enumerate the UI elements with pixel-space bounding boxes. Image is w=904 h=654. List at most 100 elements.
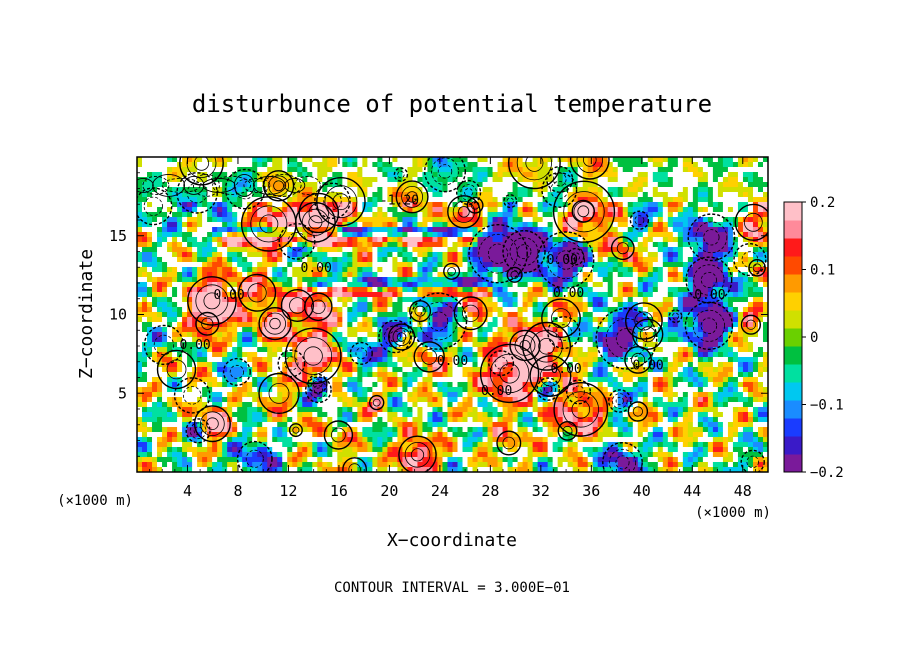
heatmap-cell <box>242 212 248 218</box>
heatmap-cell <box>757 252 764 258</box>
heatmap-cell <box>757 212 764 218</box>
heatmap-cell <box>217 267 223 273</box>
heatmap-cell <box>412 332 418 338</box>
heatmap-cell <box>462 162 468 168</box>
heatmap-cell <box>302 287 308 293</box>
heatmap-cell <box>297 167 303 173</box>
heatmap-cell <box>397 272 403 278</box>
heatmap-cell <box>512 347 519 353</box>
heatmap-cell <box>722 342 729 348</box>
heatmap-cell <box>357 297 363 303</box>
heatmap-cell <box>307 202 313 208</box>
heatmap-cell <box>357 207 363 213</box>
heatmap-cell <box>742 272 749 278</box>
heatmap-cell <box>552 187 559 193</box>
heatmap-cell <box>247 247 253 253</box>
heatmap-cell <box>137 292 143 298</box>
heatmap-cell <box>182 257 188 263</box>
heatmap-cell <box>262 352 268 358</box>
heatmap-cell <box>227 232 233 238</box>
heatmap-cell <box>527 337 534 343</box>
heatmap-cell <box>467 227 473 233</box>
heatmap-cell <box>142 272 148 278</box>
heatmap-cell <box>342 177 348 183</box>
heatmap-cell <box>577 212 584 218</box>
heatmap-cell <box>342 247 348 253</box>
heatmap-cell <box>152 352 158 358</box>
heatmap-cell <box>272 172 278 178</box>
heatmap-cell <box>277 227 283 233</box>
heatmap-cell <box>757 192 764 198</box>
heatmap-cell <box>762 227 768 233</box>
heatmap-cell <box>327 292 333 298</box>
heatmap-cell <box>197 187 203 193</box>
heatmap-cell <box>507 242 513 248</box>
heatmap-cell <box>512 237 519 243</box>
heatmap-cell <box>267 252 273 258</box>
heatmap-cell <box>197 167 203 173</box>
heatmap-cell <box>142 212 148 218</box>
heatmap-cell <box>322 187 328 193</box>
heatmap-cell <box>237 227 243 233</box>
heatmap-cell <box>602 222 609 228</box>
heatmap-cell <box>287 252 293 258</box>
heatmap-cell <box>577 157 584 163</box>
heatmap-cell <box>497 327 503 333</box>
heatmap-cell <box>747 347 754 353</box>
heatmap-cell <box>552 347 559 353</box>
heatmap-cell <box>352 227 358 233</box>
heatmap-cell <box>372 352 378 358</box>
heatmap-cell <box>392 282 398 288</box>
heatmap-cell <box>537 262 544 268</box>
heatmap-cell <box>407 212 413 218</box>
heatmap-cell <box>332 322 338 328</box>
heatmap-cell <box>707 162 714 168</box>
heatmap-cell <box>742 332 749 338</box>
heatmap-cell <box>387 272 393 278</box>
heatmap-cell <box>307 262 313 268</box>
heatmap-cell <box>627 322 634 328</box>
heatmap-cell <box>502 322 508 328</box>
heatmap-cell <box>462 282 468 288</box>
heatmap-cell <box>207 272 213 278</box>
heatmap-cell <box>752 307 759 313</box>
heatmap-cell <box>352 282 358 288</box>
heatmap-cell <box>637 207 644 213</box>
heatmap-cell <box>237 222 243 228</box>
heatmap-cell <box>637 177 644 183</box>
heatmap-cell <box>427 202 433 208</box>
heatmap-cell <box>437 332 443 338</box>
heatmap-cell <box>287 242 293 248</box>
heatmap-cell <box>337 302 343 308</box>
heatmap-cell <box>762 222 768 228</box>
heatmap-cell <box>462 312 468 318</box>
heatmap-cell <box>737 282 744 288</box>
heatmap-cell <box>137 252 143 258</box>
heatmap-cell <box>632 292 639 298</box>
heatmap-cell <box>397 277 403 283</box>
heatmap-cell <box>437 232 443 238</box>
heatmap-cell <box>562 272 569 278</box>
heatmap-cell <box>367 292 373 298</box>
heatmap-cell <box>542 352 549 358</box>
heatmap-cell <box>632 232 639 238</box>
heatmap-cell <box>612 332 619 338</box>
heatmap-cell <box>642 212 649 218</box>
heatmap-cell <box>257 197 263 203</box>
heatmap-cell <box>412 197 418 203</box>
heatmap-cell <box>302 322 308 328</box>
heatmap-cell <box>747 297 754 303</box>
heatmap-cell <box>287 307 293 313</box>
heatmap-cell <box>687 182 694 188</box>
heatmap-cell <box>547 277 554 283</box>
heatmap-cell <box>657 157 664 163</box>
heatmap-cell <box>347 167 353 173</box>
heatmap-cell <box>512 227 519 233</box>
heatmap-cell <box>157 157 163 163</box>
heatmap-cell <box>202 212 208 218</box>
heatmap-cell <box>762 197 768 203</box>
heatmap-cell <box>212 287 218 293</box>
heatmap-cell <box>477 327 483 333</box>
heatmap-cell <box>322 182 328 188</box>
heatmap-cell <box>612 272 619 278</box>
